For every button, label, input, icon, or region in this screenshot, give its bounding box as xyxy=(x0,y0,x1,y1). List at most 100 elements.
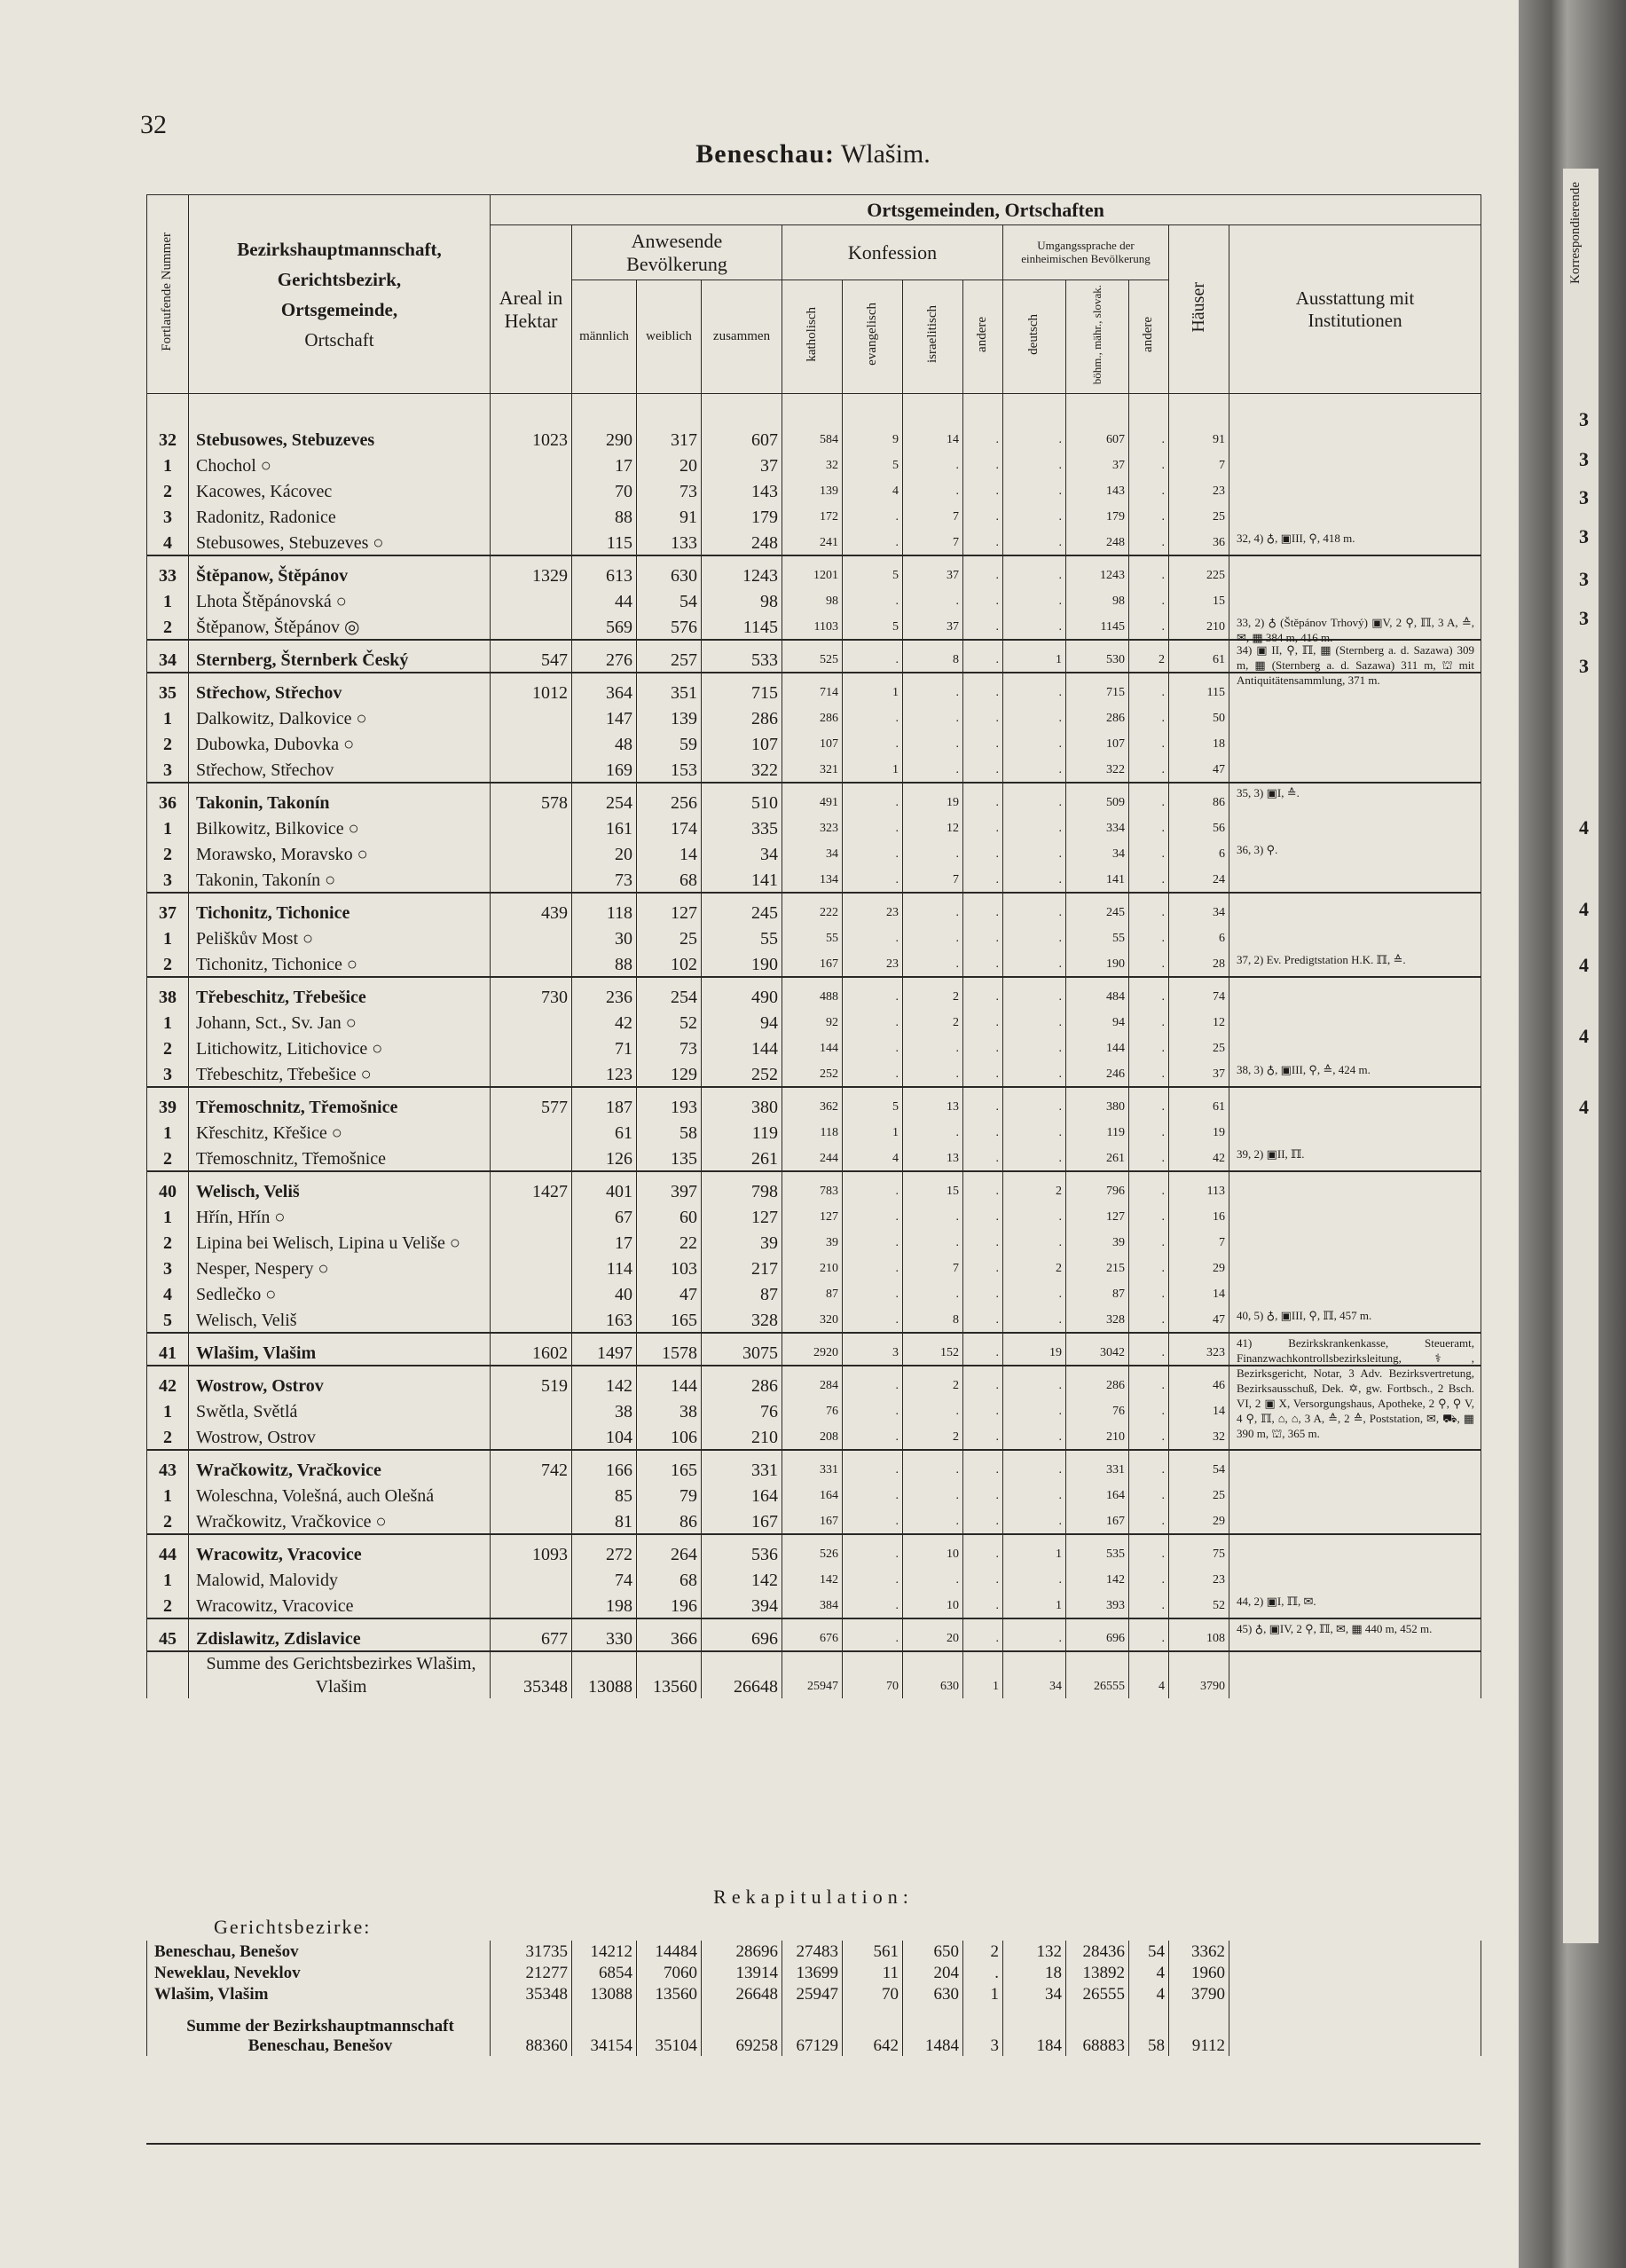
total: 490 xyxy=(751,988,778,1007)
cell: Summe des Gerichtsbezirkes Wlašim, Vlaši… xyxy=(188,1650,491,1698)
place-name: Litichowitz, Litichovice ○ xyxy=(196,1039,383,1059)
row-number: 2 xyxy=(163,1149,172,1169)
cell: . xyxy=(962,866,1003,893)
german: . xyxy=(1058,873,1063,886)
cell: 73 xyxy=(636,1035,702,1060)
cell: . xyxy=(962,1060,1003,1087)
cell: 28436 xyxy=(1065,1941,1130,1962)
cell: 3042 xyxy=(1065,1332,1129,1366)
male: 88 xyxy=(615,508,632,527)
female: 60 xyxy=(679,1208,697,1227)
evangelical: . xyxy=(895,1463,899,1477)
cell: 330 xyxy=(571,1618,637,1651)
houses: 6 xyxy=(1219,932,1225,945)
margin-digit: 3 xyxy=(1579,525,1589,547)
male: 330 xyxy=(606,1629,632,1649)
cell: 3 xyxy=(842,1332,903,1366)
czech: 328 xyxy=(1106,1313,1125,1327)
cell: 607 xyxy=(1065,393,1129,452)
cell: Dalkowitz, Dalkovice ○ xyxy=(188,705,491,730)
cell: 519 xyxy=(490,1365,572,1398)
cell: Welisch, Veliš xyxy=(188,1306,491,1333)
catholic: 127 xyxy=(820,1210,838,1224)
cell: 3790 xyxy=(1168,1983,1230,2004)
cell: 32 xyxy=(146,393,189,452)
district-name: Neweklau, Neveklov xyxy=(154,1964,301,1982)
cell: 103 xyxy=(636,1255,702,1280)
total: 34 xyxy=(760,845,778,864)
cell: 491 xyxy=(782,782,843,815)
cell: Summe der Bezirkshauptmannschaft Benesch… xyxy=(145,2004,491,2056)
cell: 245 xyxy=(701,892,782,925)
total: 37 xyxy=(760,456,778,476)
row-number: 2 xyxy=(163,845,172,864)
cell: 26555 xyxy=(1065,1650,1129,1698)
other-confession: 2 xyxy=(990,1942,1000,1961)
cell: Lipina bei Welisch, Lipina u Veliše ○ xyxy=(188,1229,491,1255)
cell: . xyxy=(1128,1229,1169,1255)
female: 14484 xyxy=(655,1942,698,1961)
cell: 86 xyxy=(1168,782,1229,815)
cell: 2 xyxy=(146,1035,189,1060)
cell: 7 xyxy=(902,1255,963,1280)
cell: . xyxy=(1128,1203,1169,1229)
jewish: 7 xyxy=(953,1262,959,1275)
cell: . xyxy=(1002,1482,1066,1508)
jewish: . xyxy=(955,906,960,919)
cell xyxy=(490,1255,572,1280)
facilities-note: 32, 4) ♁, ▣III, ⚲, 418 m. xyxy=(1237,532,1355,545)
female: 52 xyxy=(679,1013,697,1033)
cell: 4 xyxy=(842,1145,903,1171)
table-row: 1 Křeschitz, Křešice ○ 61 58 119 118 1... 119. 1… xyxy=(146,1119,1482,1145)
cell xyxy=(490,840,572,866)
german: . xyxy=(1058,1016,1063,1029)
cell: . xyxy=(962,1306,1003,1333)
total: 164 xyxy=(751,1486,778,1506)
total: 696 xyxy=(751,1629,778,1649)
cell: 190 xyxy=(701,950,782,977)
total: 190 xyxy=(751,955,778,974)
header-name: Bezirkshauptmannschaft, Gerichtsbezirk, Or… xyxy=(188,194,491,394)
houses: 36 xyxy=(1213,536,1225,549)
cell: 172 xyxy=(782,503,843,529)
header-facilities: Ausstattung mit Institutionen xyxy=(1228,224,1482,394)
place-name: Třemoschnitz, Třemošnice xyxy=(196,1149,387,1169)
row-number: 1 xyxy=(163,929,172,949)
row-number: 2 xyxy=(163,1233,172,1253)
cell: . xyxy=(962,756,1003,783)
cell xyxy=(1228,1566,1482,1592)
area: 577 xyxy=(541,1098,568,1117)
cell: . xyxy=(1128,815,1169,840)
other-confession: . xyxy=(994,1964,1000,1982)
houses: 34 xyxy=(1213,906,1225,919)
cell: 144 xyxy=(701,1035,782,1060)
jewish: . xyxy=(955,1288,960,1301)
cell: Štěpanow, Štěpánov ◎ xyxy=(188,613,491,640)
czech: 484 xyxy=(1106,990,1125,1004)
other-confession: . xyxy=(995,1346,1000,1359)
place-name: Wračkowitz, Vračkovice xyxy=(196,1461,381,1480)
cell: 167 xyxy=(782,1508,843,1534)
cell xyxy=(490,1145,572,1171)
houses: 1960 xyxy=(1191,1964,1226,1982)
catholic: 164 xyxy=(820,1489,838,1502)
jewish: 2 xyxy=(953,1016,959,1029)
row-number: 42 xyxy=(159,1376,177,1396)
catholic: 67129 xyxy=(796,2036,839,2055)
other-language: . xyxy=(1161,873,1166,886)
table-row: 3 Střechow, Střechov 169 153 322 321 1... 322. 4… xyxy=(146,756,1482,783)
table-row: 1 Chochol ○ 17 20 37 32 5... 37. 7 xyxy=(146,452,1482,477)
jewish: . xyxy=(955,932,960,945)
row-number: 2 xyxy=(163,1039,172,1059)
cell: 76 xyxy=(1065,1398,1129,1423)
cell: . xyxy=(902,705,963,730)
evangelical: . xyxy=(895,536,899,549)
czech: 55 xyxy=(1112,932,1125,945)
cell: . xyxy=(1128,1332,1169,1366)
table-row: 2 Tichonitz, Tichonice ○ 88 102 190 167 23... 1… xyxy=(146,950,1482,977)
other-language: . xyxy=(1161,484,1166,498)
cell: Takonin, Takonín ○ xyxy=(188,866,491,893)
other-confession: . xyxy=(995,1042,1000,1055)
catholic: 331 xyxy=(820,1463,838,1477)
cell: . xyxy=(1002,1145,1066,1171)
